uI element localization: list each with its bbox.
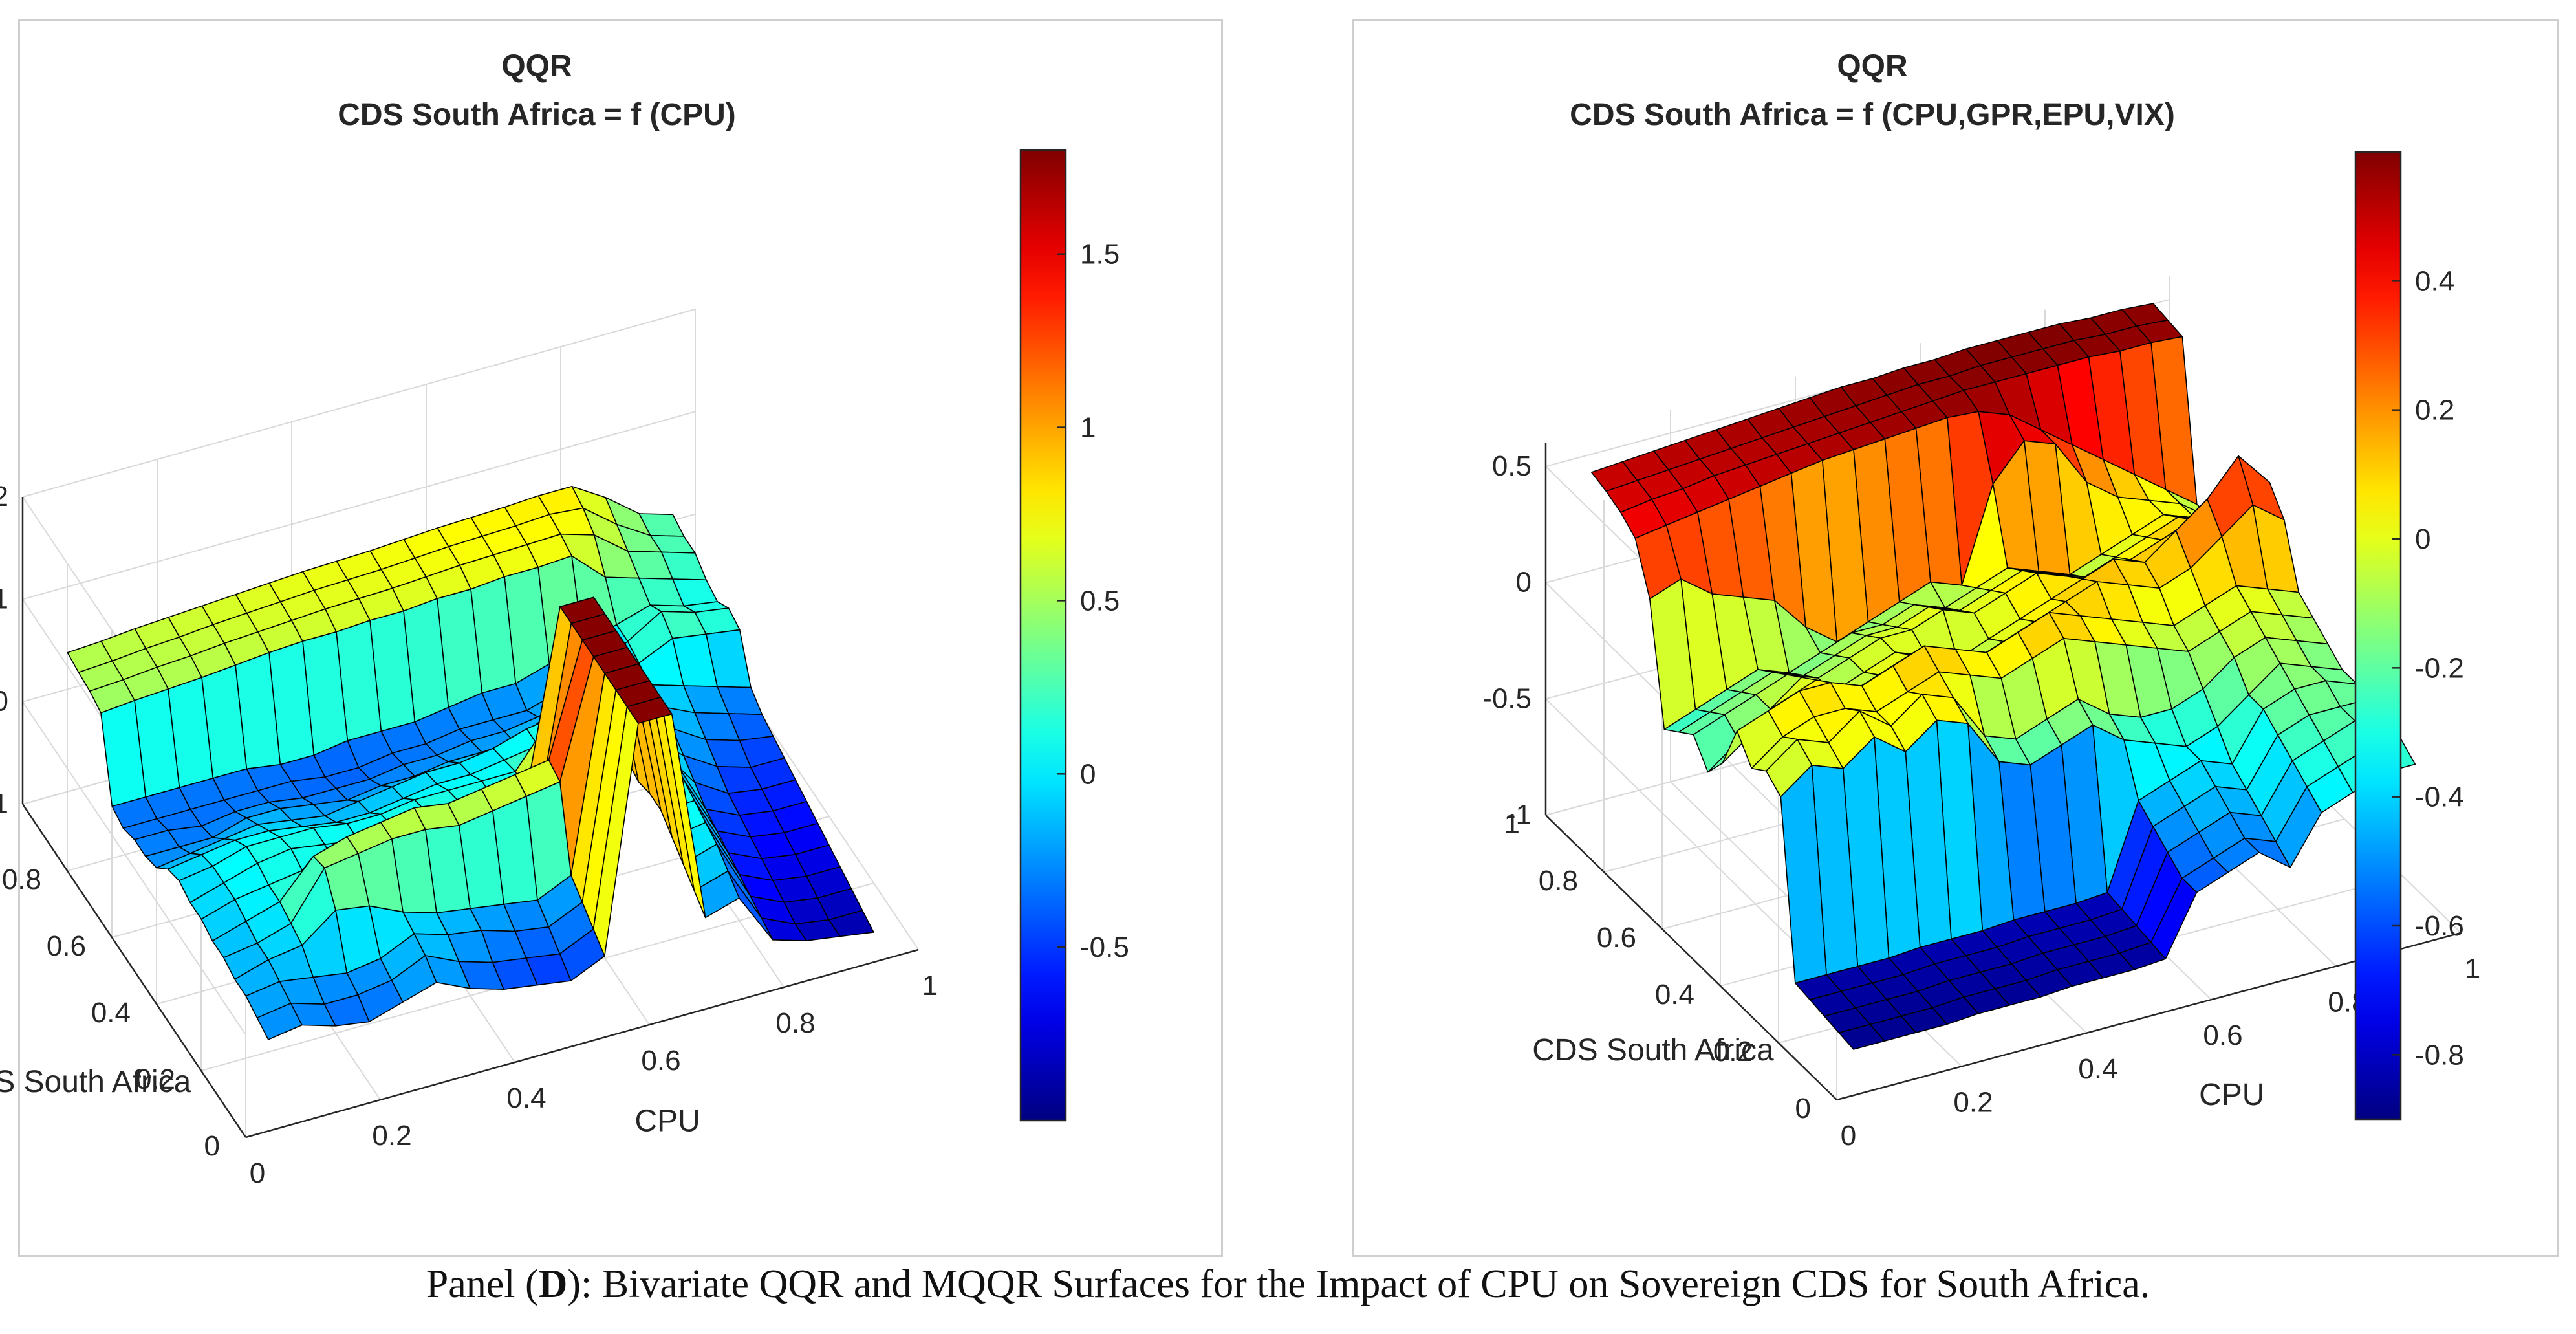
x-tick-label: 0.8 <box>775 1007 815 1039</box>
y-tick-label: 0.8 <box>2 864 41 895</box>
z-tick-label: -0.5 <box>1482 683 1532 714</box>
x-tick-label: 1 <box>2465 953 2480 985</box>
colorbar-tick-label: 0.5 <box>1080 585 1120 617</box>
surface-patch <box>256 1003 303 1040</box>
x-tick-label: 0.2 <box>372 1120 411 1152</box>
grid-line-back-wall-z <box>22 411 696 600</box>
y-tick-label: 0 <box>204 1130 220 1162</box>
x-tick-label: 0 <box>1841 1120 1856 1152</box>
chart-subtitle: CDS South Africa = f (CPU,GPR,EPU,VIX) <box>1570 98 2175 132</box>
x-tick-label: 0.2 <box>1953 1086 1993 1118</box>
surface <box>67 485 874 1040</box>
y-tick-label: 0 <box>1795 1093 1811 1124</box>
colorbar-tick-label: 0.4 <box>2415 265 2454 297</box>
x-tick-label: 0 <box>250 1157 265 1189</box>
x-tick-label: 0.6 <box>2203 1020 2242 1051</box>
chart-1: QQR CDS South Africa = f (CPU) 0 0.2 0.4 0.6 0… <box>0 49 1129 1189</box>
y-tick-label: 0.8 <box>1539 865 1578 897</box>
x-axis-label: CPU <box>634 1104 700 1139</box>
grid-line-left-wall-z <box>22 701 246 1036</box>
y-axis-line <box>1545 815 1837 1100</box>
z-tick-label: -1 <box>0 788 8 820</box>
colorbar-tick-label: -0.6 <box>2415 910 2464 942</box>
colorbar-tick-label: -0.2 <box>2415 652 2464 684</box>
y-axis-label: CDS South Africa <box>1532 1033 1774 1067</box>
y-tick-label: 0.6 <box>47 930 86 962</box>
colorbar-tick-label: 1 <box>1080 412 1096 444</box>
y-axis-label: CDS South Africa <box>0 1065 191 1099</box>
z-tick-label: -1 <box>1506 799 1532 831</box>
colorbar-tick-label: 0.2 <box>2415 395 2454 426</box>
chart-title: QQR <box>1837 49 1907 83</box>
x-axis-label: CPU <box>2199 1078 2264 1112</box>
surface <box>1591 303 2416 1050</box>
caption-panel-letter: D <box>538 1262 568 1306</box>
colorbar-tick-label: -0.5 <box>1080 932 1129 963</box>
figure-caption: Panel (D): Bivariate QQR and MQQR Surfac… <box>0 1262 2576 1307</box>
grid-line-left-wall-z <box>1545 698 1837 985</box>
z-tick-label: 0 <box>1516 567 1532 598</box>
colorbar-tick-label: 0 <box>2415 523 2430 555</box>
colorbar-tick-label: -0.8 <box>2415 1039 2464 1071</box>
axes-lines <box>21 497 919 1139</box>
colorbar-tick-label: -0.4 <box>2415 782 2464 813</box>
y-tick-label: 0.6 <box>1597 922 1636 954</box>
surface-patch <box>1838 1023 1885 1050</box>
x-tick-label: 0.6 <box>641 1045 680 1077</box>
chart-2: QQR CDS South Africa = f (CPU,GPR,EPU,VIX… <box>1482 49 2480 1152</box>
colorbar-tick-label: 1.5 <box>1080 239 1120 270</box>
y-tick-label: 0.4 <box>1655 979 1694 1011</box>
y-tick-label: 0.2 <box>1713 1036 1753 1067</box>
x-tick-label: 0.4 <box>2078 1053 2117 1085</box>
z-tick-label: 1 <box>0 583 8 615</box>
z-tick-label: 0.5 <box>1492 450 1532 482</box>
y-tick-label: 0.2 <box>136 1064 175 1095</box>
colorbar <box>2354 151 2402 1121</box>
y-tick-label: 1 <box>1504 808 1520 840</box>
colorbar-tick-label: 0 <box>1080 758 1096 790</box>
caption-prefix: Panel ( <box>426 1262 539 1306</box>
x-axis-line <box>245 948 919 1139</box>
chart-subtitle: CDS South Africa = f (CPU) <box>338 98 736 132</box>
caption-text: ): Bivariate QQR and MQQR Surfaces for t… <box>567 1262 2150 1306</box>
y-tick-label: 0.4 <box>91 997 131 1029</box>
x-tick-label: 0.4 <box>506 1082 546 1114</box>
grid-line-back-wall-z <box>22 309 696 498</box>
z-tick-label: 2 <box>0 481 8 512</box>
y-axis-line <box>21 804 247 1138</box>
z-tick-label: 0 <box>0 686 8 717</box>
chart-title: QQR <box>501 49 572 83</box>
x-tick-label: 1 <box>922 970 938 1001</box>
colorbar <box>1019 149 1067 1122</box>
